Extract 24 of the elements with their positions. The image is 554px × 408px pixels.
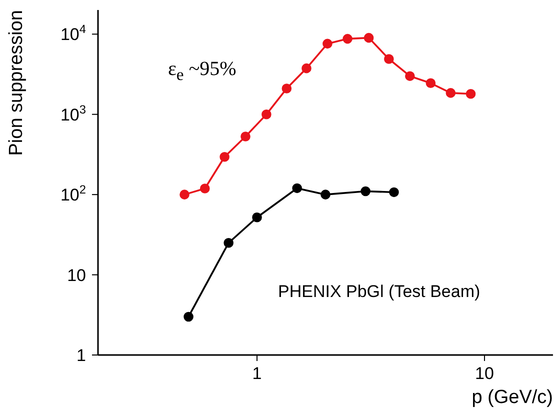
point	[180, 190, 190, 200]
point	[384, 54, 394, 64]
point	[220, 152, 230, 162]
y-tick-label: 10$^{2}$	[60, 182, 86, 205]
point	[446, 88, 456, 98]
text: PHENIX PbGl (Test Beam)	[278, 281, 480, 303]
y-tick-label: 10	[67, 266, 86, 285]
point	[282, 84, 292, 94]
y-tick-label: 10$^{3}$	[60, 102, 86, 124]
y-axis-title: Pion suppression	[6, 10, 27, 156]
point	[262, 109, 272, 120]
point	[364, 32, 374, 43]
point	[342, 34, 352, 44]
point	[302, 63, 312, 74]
y-tick-label: 10$^{4}$	[60, 22, 86, 44]
x-axis-title: p (GeV/c)	[472, 387, 553, 408]
point	[200, 184, 210, 194]
annotation: ε$_{e}$ ~95%	[168, 58, 236, 85]
point	[322, 38, 332, 49]
point	[240, 132, 250, 142]
point	[405, 71, 415, 81]
y-tick-label: 1	[76, 346, 86, 365]
point	[466, 88, 476, 99]
point	[426, 78, 436, 88]
